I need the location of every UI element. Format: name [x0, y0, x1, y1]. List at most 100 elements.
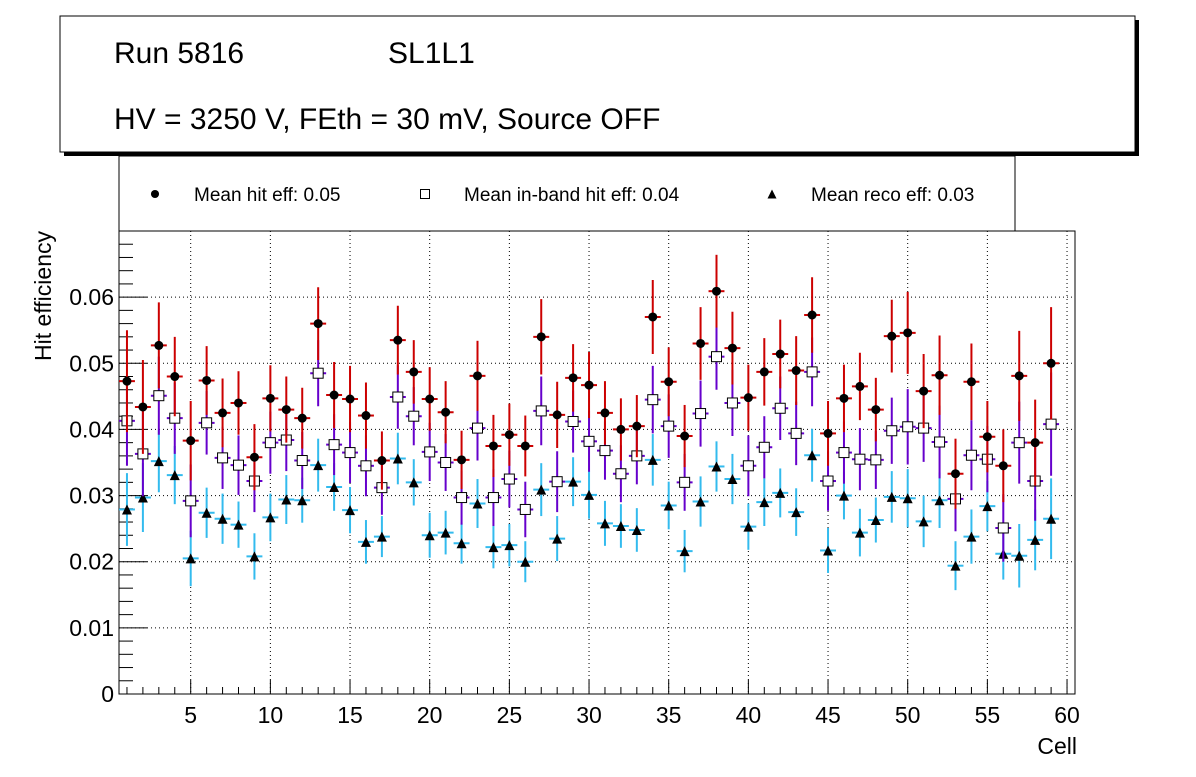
legend: Mean hit eff: 0.05 Mean in-band hit eff: … [150, 185, 974, 206]
x-tick-label: 35 [656, 702, 682, 728]
reco-eff-marker [153, 456, 164, 467]
hit-eff-marker [664, 377, 674, 387]
hit-eff-marker [552, 410, 562, 420]
hit-eff-marker [361, 411, 371, 421]
reco-eff-marker [360, 536, 371, 547]
reco-eff-marker [313, 460, 324, 471]
inband-eff-marker [1013, 437, 1025, 449]
inband-eff-marker [679, 476, 691, 488]
inband-eff-marker [408, 410, 420, 422]
hit-eff-marker [170, 372, 180, 382]
hit-eff-marker [791, 366, 801, 376]
reco-eff-marker [121, 504, 132, 515]
y-tick-label: 0.04 [69, 416, 114, 442]
run-label: Run 5816 [114, 37, 244, 70]
hit-eff-marker [775, 349, 785, 359]
hit-eff-marker [712, 286, 721, 296]
inband-eff-marker [217, 452, 229, 464]
reco-eff-marker [233, 519, 244, 530]
x-tick-label: 25 [497, 702, 523, 728]
hit-eff-marker [281, 405, 291, 415]
grid [119, 231, 1075, 694]
series-open-square [119, 323, 1060, 562]
x-tick-label: 55 [975, 702, 1001, 728]
reco-eff-marker [584, 489, 595, 500]
inband-eff-marker [886, 425, 898, 437]
reco-eff-marker [504, 540, 515, 551]
hit-eff-marker [966, 377, 976, 387]
inband-eff-marker [503, 473, 515, 485]
reco-eff-marker [552, 533, 563, 544]
reco-eff-marker [615, 520, 626, 531]
hit-eff-marker [743, 393, 753, 403]
hit-eff-marker [600, 408, 610, 418]
reco-eff-marker [695, 496, 706, 507]
reco-eff-marker [440, 527, 451, 538]
reco-eff-marker [870, 515, 881, 526]
reco-eff-marker [599, 518, 610, 529]
legend-label: Mean hit eff: 0.05 [194, 185, 340, 206]
y-tick-label: 0.02 [69, 549, 114, 575]
inband-eff-marker [615, 468, 627, 480]
reco-eff-marker [408, 477, 419, 488]
inband-eff-marker [392, 391, 404, 403]
hit-eff-marker [903, 328, 913, 338]
legend-label: Mean reco eff: 0.03 [811, 185, 974, 206]
reco-eff-marker [345, 505, 356, 516]
inband-eff-marker [711, 351, 722, 363]
inband-eff-marker [806, 366, 818, 378]
legend-box [118, 155, 1016, 232]
hit-eff-marker [871, 405, 881, 415]
hit-eff-marker [568, 373, 578, 383]
reco-eff-marker [568, 476, 579, 487]
hit-eff-marker [186, 436, 196, 446]
hit-eff-marker [504, 430, 514, 440]
reco-eff-marker [631, 524, 642, 535]
hit-eff-marker [839, 393, 849, 403]
hit-eff-marker [823, 428, 833, 438]
inband-eff-marker [487, 492, 499, 504]
reco-eff-marker [647, 454, 658, 465]
series-triangle [119, 428, 1060, 591]
x-tick-label: 30 [576, 702, 602, 728]
inband-eff-marker [264, 437, 276, 449]
inband-eff-marker [726, 397, 738, 409]
reco-eff-marker [982, 501, 993, 512]
inband-eff-marker [344, 447, 356, 459]
inband-eff-marker [934, 436, 946, 448]
hit-eff-marker [234, 398, 243, 408]
hit-eff-marker [138, 402, 148, 412]
reco-eff-marker [520, 556, 531, 567]
reco-eff-marker [743, 521, 754, 532]
hit-eff-marker [632, 421, 642, 431]
hit-eff-marker [759, 367, 769, 377]
reco-eff-marker [488, 542, 499, 553]
hit-eff-marker [855, 381, 865, 391]
hit-eff-marker [1014, 371, 1024, 381]
series-circle [119, 254, 1060, 509]
hit-eff-marker [425, 394, 435, 404]
reco-eff-marker [297, 495, 308, 506]
reco-eff-marker [918, 516, 929, 527]
y-tick-label: 0.05 [69, 350, 114, 376]
hit-eff-marker [648, 312, 658, 322]
reco-eff-marker [201, 507, 212, 518]
hit-eff-marker [680, 431, 690, 441]
reco-eff-marker [727, 474, 738, 485]
axes: 5 10 15 20 25 30 35 40 45 50 55 60 0 0.01 0.02 0.03 0.04… [69, 243, 1080, 728]
layer-label: SL1L1 [388, 37, 475, 70]
data-marks [119, 254, 1060, 591]
inband-eff-marker [854, 453, 866, 465]
hit-eff-marker [1046, 358, 1056, 368]
inband-eff-marker [153, 390, 165, 402]
reco-eff-marker [1030, 534, 1041, 545]
hit-eff-marker [536, 332, 546, 342]
reco-eff-marker [472, 498, 483, 509]
x-tick-label: 20 [417, 702, 443, 728]
hit-eff-marker [998, 461, 1008, 471]
hit-eff-marker [409, 367, 419, 377]
hit-eff-marker [584, 380, 594, 390]
inband-eff-marker [551, 476, 563, 488]
inband-eff-marker [535, 405, 547, 417]
